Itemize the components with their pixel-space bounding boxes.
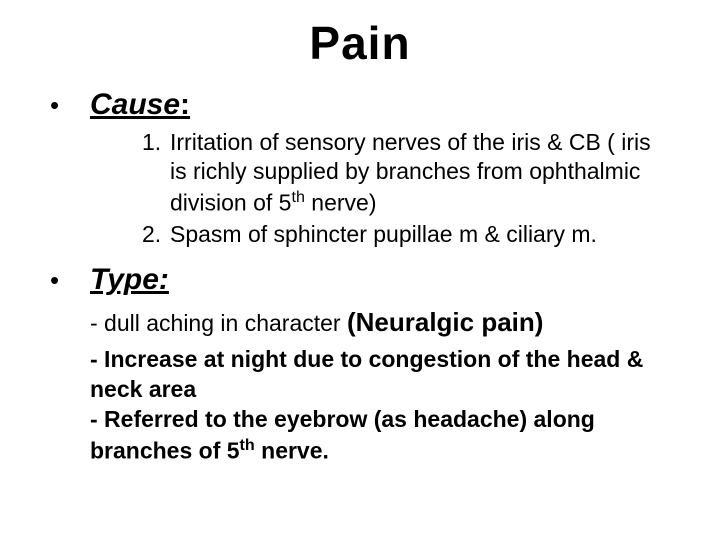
cause-item-text: Spasm of sphincter pupillae m & ciliary … [170, 220, 670, 249]
cause-heading-text: Cause [90, 88, 180, 121]
type-rest: - Increase at night due to congestion of… [90, 344, 670, 466]
bullet-icon: • [50, 263, 90, 296]
bullet-icon: • [50, 88, 90, 121]
cause-item-number: 2. [142, 220, 170, 249]
type-line1-emph: (Neuralgic pain) [347, 307, 543, 337]
cause-item-number: 1. [142, 128, 170, 218]
cause-item: 2. Spasm of sphincter pupillae m & cilia… [142, 220, 670, 249]
cause-heading: Cause: [90, 88, 190, 122]
type-line1-prefix: - dull aching in character [90, 310, 347, 336]
type-row: • Type: [50, 263, 670, 297]
type-heading: Type: [90, 263, 169, 297]
cause-item: 1. Irritation of sensory nerves of the i… [142, 128, 670, 218]
slide: Pain • Cause: 1. Irritation of sensory n… [0, 0, 720, 540]
type-block: - dull aching in character (Neuralgic pa… [90, 305, 670, 465]
cause-list: 1. Irritation of sensory nerves of the i… [142, 128, 670, 249]
cause-item-text: Irritation of sensory nerves of the iris… [170, 128, 670, 218]
cause-colon: : [180, 88, 190, 121]
slide-title: Pain [50, 16, 670, 70]
type-line1: - dull aching in character (Neuralgic pa… [90, 305, 670, 339]
cause-row: • Cause: [50, 88, 670, 122]
